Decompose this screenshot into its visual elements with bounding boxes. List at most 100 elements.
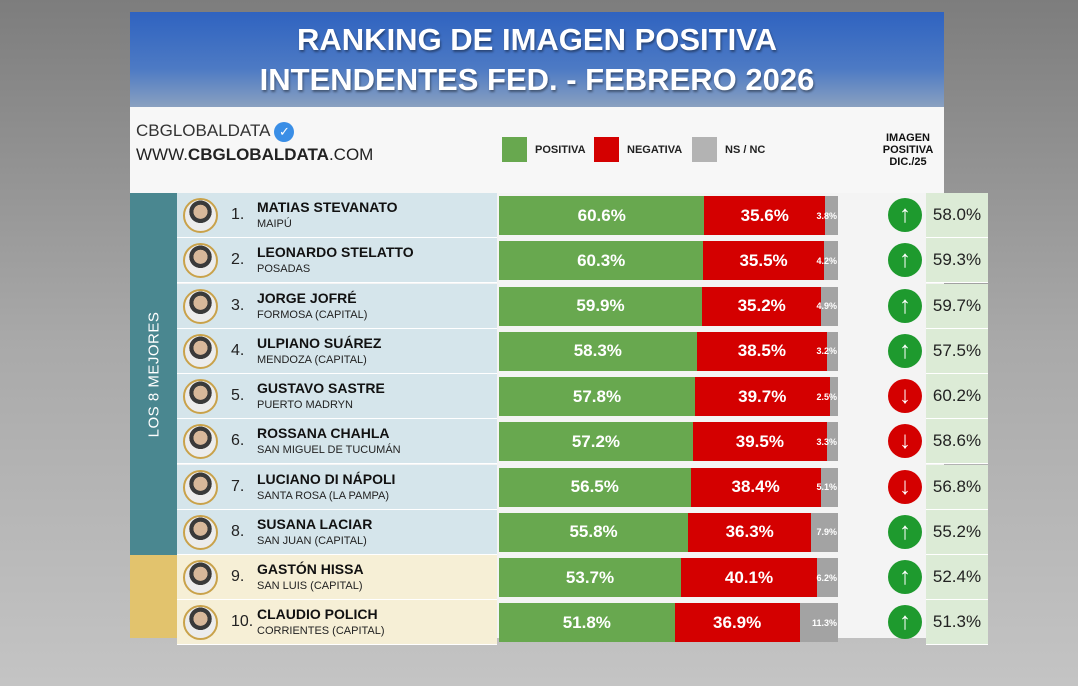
table-row: 5. GUSTAVO SASTRE PUERTO MADRYN 57.8% 39… — [177, 374, 988, 419]
person-info: 9. GASTÓN HISSA SAN LUIS (CAPITAL) — [177, 555, 497, 600]
rank: 9. — [231, 568, 245, 585]
person-city: SAN MIGUEL DE TUCUMÁN — [257, 444, 401, 457]
label-positiva: 56.5% — [570, 477, 619, 496]
legend-swatch-negativa — [594, 137, 619, 162]
person-city: MAIPÚ — [257, 218, 292, 230]
bar-positiva: 51.8% — [499, 603, 675, 643]
avatar — [183, 198, 218, 233]
legend-positiva: POSITIVA — [502, 137, 586, 162]
previous-value: 59.3% — [926, 238, 988, 284]
bar-negativa: 36.3% — [688, 512, 812, 552]
label-nsnc: 3.8% — [816, 210, 837, 221]
previous-value: 52.4% — [926, 555, 988, 600]
rest-band — [130, 555, 177, 638]
label-positiva: 58.3% — [573, 341, 622, 361]
bar-negativa: 39.5% — [692, 422, 827, 462]
ranking-rows: LOS 8 MEJORES 1. MATIAS STEVANATO MAIPÚ … — [130, 193, 988, 646]
rank: 6. — [231, 432, 245, 450]
bar-negativa: 35.2% — [702, 286, 822, 326]
person-info: 2. LEONARDO STELATTO POSADAS — [177, 238, 497, 284]
group-label: LOS 8 MEJORES — [130, 193, 177, 555]
label-positiva: 60.6% — [577, 205, 626, 225]
table-row: 4. ULPIANO SUÁREZ MENDOZA (CAPITAL) 58.3… — [177, 328, 988, 374]
legend-label: NS / NC — [725, 143, 766, 156]
arrow-up-icon: ↑ — [888, 605, 922, 640]
person-city: CORRIENTES (CAPITAL) — [257, 625, 385, 638]
table-row: 3. JORGE JOFRÉ FORMOSA (CAPITAL) 59.9% 3… — [177, 283, 988, 329]
previous-value: 57.5% — [926, 328, 988, 374]
person-info: 10. CLAUDIO POLICH CORRIENTES (CAPITAL) — [177, 600, 497, 646]
person-name: CLAUDIO POLICH — [257, 606, 378, 623]
legend-label: NEGATIVA — [627, 143, 683, 156]
bar-positiva: 58.3% — [499, 331, 697, 371]
brand-url: WWW.CBGLOBALDATA.COM — [136, 145, 373, 165]
person-name: MATIAS STEVANATO — [257, 199, 398, 215]
avatar — [183, 605, 218, 641]
legend-negativa: NEGATIVA — [594, 137, 682, 162]
person-info: 5. GUSTAVO SASTRE PUERTO MADRYN — [177, 374, 497, 419]
person-city: FORMOSA (CAPITAL) — [257, 308, 368, 321]
brand-name: CBGLOBALDATA ✓ — [136, 121, 295, 142]
person-city: POSADAS — [257, 263, 311, 276]
legend-swatch-positiva — [502, 137, 527, 162]
header: RANKING DE IMAGEN POSITIVA INTENDENTES F… — [130, 12, 944, 107]
label-negativa: 39.7% — [738, 386, 787, 406]
label-negativa: 38.5% — [737, 341, 786, 361]
table-row: 7. LUCIANO DI NÁPOLI SANTA ROSA (LA PAMP… — [177, 464, 988, 510]
person-info: 4. ULPIANO SUÁREZ MENDOZA (CAPITAL) — [177, 328, 497, 374]
rank: 4. — [231, 341, 245, 359]
label-nsnc: 6.2% — [816, 572, 837, 583]
label-negativa: 35.2% — [737, 296, 786, 315]
label-positiva: 51.8% — [562, 612, 611, 632]
group-label-text: LOS 8 MEJORES — [145, 311, 163, 437]
legend-label: POSITIVA — [535, 143, 586, 156]
label-positiva: 59.9% — [576, 296, 625, 315]
legend-swatch-nsnc — [692, 137, 717, 162]
person-info: 6. ROSSANA CHAHLA SAN MIGUEL DE TUCUMÁN — [177, 419, 497, 465]
bar-nsnc: 5.1% — [816, 467, 838, 507]
rank: 3. — [231, 296, 245, 314]
bar-negativa: 35.5% — [703, 241, 824, 281]
previous-value: 55.2% — [926, 509, 988, 555]
person-name: JORGE JOFRÉ — [257, 289, 357, 306]
label-negativa: 39.5% — [735, 431, 784, 451]
label-positiva: 53.7% — [565, 567, 615, 587]
label-positiva: 57.2% — [571, 431, 621, 451]
rank: 7. — [231, 477, 245, 495]
bar-nsnc: 3.2% — [816, 331, 838, 371]
previous-value: 58.6% — [926, 419, 988, 465]
rank: 8. — [231, 522, 245, 540]
bar-positiva: 55.8% — [499, 512, 689, 552]
brand-legend-bar: CBGLOBALDATA ✓ WWW.CBGLOBALDATA.COM POSIT… — [130, 107, 944, 193]
bar-negativa: 36.9% — [674, 603, 800, 643]
arrow-up-icon: ↑ — [888, 560, 922, 594]
title-line-2: INTENDENTES FED. - FEBRERO 2026 — [259, 62, 815, 97]
bar-nsnc: 4.9% — [816, 286, 838, 326]
person-name: GASTÓN HISSA — [257, 561, 364, 577]
bar-negativa: 38.5% — [696, 331, 828, 371]
label-negativa: 36.9% — [713, 612, 762, 632]
table-row: 6. ROSSANA CHAHLA SAN MIGUEL DE TUCUMÁN … — [177, 419, 988, 465]
arrow-down-icon: ↓ — [888, 379, 922, 413]
person-name: LEONARDO STELATTO — [257, 244, 414, 261]
arrow-up-icon: ↑ — [888, 243, 922, 278]
previous-header: IMAGEN POSITIVA DIC./25 — [882, 132, 934, 168]
bar-positiva: 56.5% — [499, 467, 691, 507]
label-nsnc: 7.9% — [816, 527, 837, 538]
bar-nsnc: 3.3% — [816, 422, 838, 462]
label-negativa: 35.6% — [740, 205, 789, 225]
bar-negativa: 39.7% — [694, 377, 830, 416]
arrow-up-icon: ↑ — [888, 288, 922, 323]
bar-positiva: 53.7% — [499, 558, 682, 597]
person-name: ROSSANA CHAHLA — [257, 425, 390, 442]
bar-negativa: 35.6% — [704, 196, 826, 235]
person-name: LUCIANO DI NÁPOLI — [257, 470, 396, 487]
bar-nsnc: 3.8% — [816, 196, 838, 235]
bar-nsnc: 6.2% — [816, 558, 838, 597]
person-info: 8. SUSANA LACIAR SAN JUAN (CAPITAL) — [177, 509, 497, 555]
person-name: SUSANA LACIAR — [257, 515, 373, 532]
arrow-up-icon: ↑ — [888, 198, 922, 232]
avatar — [183, 288, 218, 324]
previous-value: 51.3% — [926, 600, 988, 646]
label-nsnc: 5.1% — [816, 482, 837, 492]
